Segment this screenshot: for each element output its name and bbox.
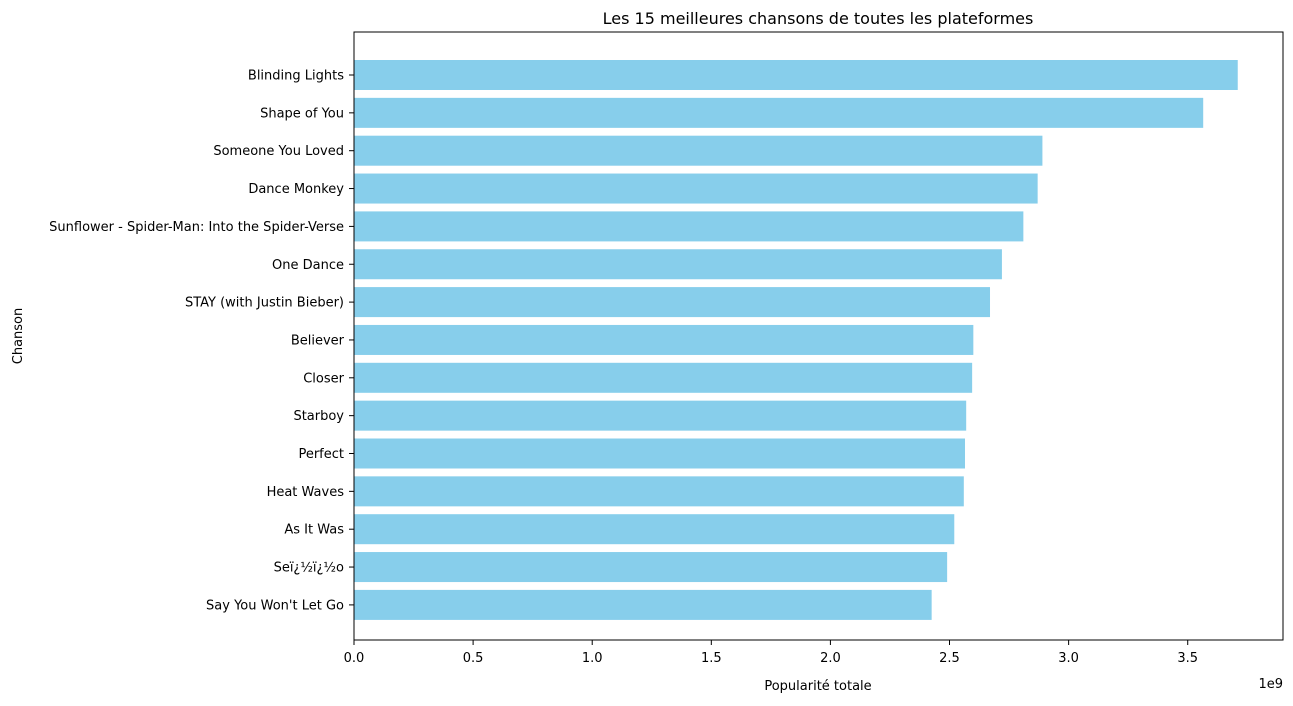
plot-area-frame xyxy=(353,31,1284,641)
chart-title: Les 15 meilleures chansons de toutes les… xyxy=(603,9,1034,28)
y-tick-label: Sunflower - Spider-Man: Into the Spider-… xyxy=(49,220,344,235)
y-axis-label: Chanson xyxy=(11,308,26,365)
bar xyxy=(354,589,932,620)
y-tick-label: Shape of You xyxy=(260,106,344,121)
y-tick-label: STAY (with Justin Bieber) xyxy=(185,296,344,311)
bars-layer xyxy=(354,60,1238,620)
y-tick-label: As It Was xyxy=(284,523,344,538)
bar xyxy=(354,287,991,318)
x-tick-label: 3.5 xyxy=(1177,651,1198,666)
bar xyxy=(354,135,1043,166)
x-tick-label: 0.0 xyxy=(344,651,365,666)
y-tick-label: Perfect xyxy=(298,447,344,462)
bar xyxy=(354,400,967,431)
x-tick-label: 0.5 xyxy=(463,651,484,666)
bar xyxy=(354,438,965,469)
x-tick-label: 2.5 xyxy=(939,651,960,666)
x-axis-label: Popularité totale xyxy=(764,679,871,694)
bar xyxy=(354,211,1024,242)
x-tick-label: 1.0 xyxy=(582,651,603,666)
x-axis-ticks: 0.0 0.5 1.0 1.5 2.0 2.5 3.0 3.5 xyxy=(344,640,1198,666)
x-tick-label: 1.5 xyxy=(701,651,722,666)
y-tick-label: Starboy xyxy=(293,409,344,424)
bar xyxy=(354,476,964,507)
y-axis-ticks: Blinding Lights Shape of You Someone You L… xyxy=(49,69,354,613)
bar xyxy=(354,514,955,545)
bar xyxy=(354,324,974,355)
x-tick-label: 2.0 xyxy=(820,651,841,666)
bar xyxy=(354,552,948,583)
y-tick-label: Say You Won't Let Go xyxy=(206,598,344,613)
y-tick-label: Someone You Loved xyxy=(213,144,344,159)
y-tick-label: Believer xyxy=(291,333,345,348)
x-tick-label: 3.0 xyxy=(1058,651,1079,666)
y-tick-label: Heat Waves xyxy=(267,485,345,500)
y-tick-label: Blinding Lights xyxy=(248,69,344,84)
y-tick-label: Seï¿½ï¿½o xyxy=(274,561,344,576)
bar xyxy=(354,97,1204,128)
x-axis-offset-label: 1e9 xyxy=(1258,677,1283,692)
bar xyxy=(354,249,1002,280)
y-tick-label: Closer xyxy=(303,371,344,386)
y-tick-label: One Dance xyxy=(272,258,344,273)
bar xyxy=(354,173,1038,204)
bar xyxy=(354,362,973,393)
bar xyxy=(354,60,1238,90)
y-tick-label: Dance Monkey xyxy=(248,182,344,197)
